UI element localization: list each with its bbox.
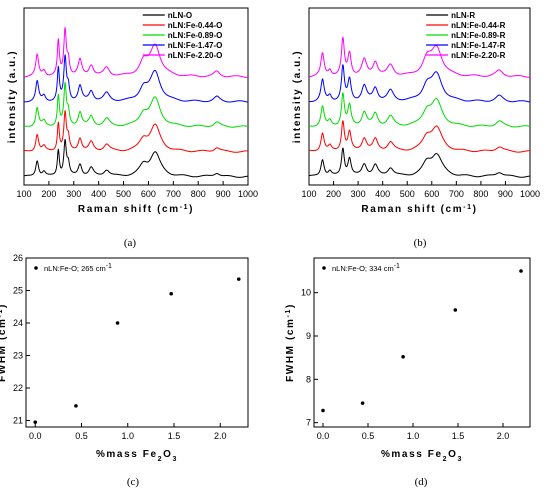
spectrum-line-1 (23, 110, 249, 153)
panel-c-fwhm-265: 0.0 0.5 1.0 1.5 2.0 21 22 23 24 25 26 %mass Fe2O3 FW… (0, 253, 249, 488)
x-tick-label: 0.5 (362, 431, 375, 441)
spectrum-line-1 (308, 120, 531, 153)
data-point (401, 355, 405, 359)
legend-label: nLN:Fe-O; 334 cm-1 (332, 263, 400, 274)
x-tick-label: 400 (91, 189, 106, 199)
y-tick-label: 25 (13, 286, 23, 296)
x-tick-label: 200 (41, 189, 56, 199)
x-tick-label: 1.5 (452, 431, 465, 441)
spectrum-line-4 (308, 36, 531, 78)
spectrum-line-3 (23, 54, 249, 103)
x-tick-label: 800 (473, 189, 488, 199)
panel-caption: (a) (124, 237, 137, 249)
y-tick-label: 8 (306, 374, 311, 384)
x-tick-label: 700 (166, 189, 181, 199)
x-axis-label: Raman shift (cm-1) (78, 204, 194, 216)
x-tick-label: 500 (116, 189, 131, 199)
legend-label: nLN:Fe-0.89-R (451, 31, 505, 40)
panel-a-raman-oxidized: 100 200 300 400 500 600 700 800 900 1000 Raman shi… (7, 7, 258, 249)
x-tick-label: 1.0 (121, 431, 134, 441)
y-axis-label: FWHM (cm-1) (285, 303, 297, 382)
data-point (321, 408, 325, 413)
x-tick-label: 1000 (238, 189, 258, 199)
y-tick-label: 23 (13, 351, 23, 361)
legend-label: nLN:Fe-0.89-O (168, 31, 223, 40)
x-axis-label: Raman shift (cm-1) (361, 204, 477, 216)
y-tick-label: 22 (13, 383, 23, 393)
y-tick-label: 9 (306, 331, 311, 341)
x-tick-label: 100 (301, 189, 316, 199)
y-axis-label: FWHM (cm-1) (0, 303, 8, 382)
data-point (169, 291, 174, 296)
y-axis-label: intensity (a.u.) (292, 50, 303, 143)
data-point (453, 308, 458, 312)
y-axis-label: intensity (a.u.) (7, 50, 18, 143)
spectrum-line-2 (23, 81, 249, 128)
panel-d-fwhm-334: 0.0 0.5 1.0 1.5 2.0 7 8 9 10 %mass Fe2O3 FWHM (cm-… (285, 257, 531, 488)
panel-caption: (c) (127, 476, 140, 488)
y-tick-label: 7 (306, 418, 311, 428)
data-point (360, 401, 365, 405)
plot-frame (23, 7, 249, 186)
x-tick-label: 200 (326, 189, 341, 199)
x-tick-label: 800 (191, 189, 206, 199)
spectrum-line-0 (23, 138, 249, 178)
legend-marker (322, 266, 326, 270)
x-tick-label: 100 (16, 189, 31, 199)
data-point (33, 420, 38, 424)
spectrum-line-0 (308, 147, 531, 178)
legend-label: nLN-O (168, 11, 192, 20)
legend-label: nLN:Fe-1.47-R (451, 41, 505, 50)
spectrum-line-3 (308, 64, 531, 103)
panel-b-raman-reduced: 100 200 300 400 500 600 700 800 900 1000 Raman shi… (292, 7, 540, 249)
y-tick-label: 24 (13, 318, 23, 328)
legend-label: nLN:Fe-O; 265 cm-1 (44, 263, 112, 274)
x-tick-label: 1.5 (168, 431, 181, 441)
x-tick-label: 1.0 (407, 431, 420, 441)
legend-label: nLN:Fe-2.20-R (451, 51, 505, 60)
x-tick-label: 2.0 (214, 431, 227, 441)
panel-caption: (d) (415, 476, 428, 488)
x-tick-label: 0.0 (317, 431, 330, 441)
legend-marker (34, 266, 38, 270)
legend-label: nLN:Fe-0.44-R (451, 21, 505, 30)
data-point (115, 321, 120, 325)
x-tick-label: 2.0 (497, 431, 510, 441)
y-tick-label: 26 (13, 253, 23, 263)
panel-caption: (b) (414, 237, 427, 249)
x-tick-label: 1000 (520, 189, 540, 199)
x-tick-label: 300 (351, 189, 366, 199)
plot-frame (308, 7, 531, 186)
x-tick-label: 900 (498, 189, 513, 199)
x-axis-label: %mass Fe2O3 (96, 449, 178, 463)
spectrum-line-4 (23, 27, 249, 78)
legend-label: nLN-R (451, 11, 475, 20)
data-point (74, 404, 78, 408)
legend-label: nLN:Fe-1.47-O (168, 41, 223, 50)
x-tick-label: 300 (66, 189, 81, 199)
x-tick-label: 400 (375, 189, 390, 199)
legend-label: nLN:Fe-0.44-O (168, 21, 223, 30)
x-tick-label: 900 (216, 189, 231, 199)
plot-frame (25, 257, 249, 428)
spectrum-line-2 (308, 92, 531, 128)
legend-label: nLN:Fe-2.20-O (168, 51, 223, 60)
plot-frame (313, 257, 531, 428)
x-tick-label: 600 (424, 189, 439, 199)
data-point (519, 269, 523, 273)
y-tick-label: 21 (13, 416, 23, 426)
x-tick-label: 0.5 (75, 431, 88, 441)
y-tick-label: 10 (301, 288, 311, 298)
x-tick-label: 0.0 (29, 431, 42, 441)
data-point (236, 277, 241, 281)
x-axis-label: %mass Fe2O3 (381, 449, 463, 463)
x-tick-label: 700 (449, 189, 464, 199)
x-tick-label: 500 (400, 189, 415, 199)
x-tick-label: 600 (141, 189, 156, 199)
